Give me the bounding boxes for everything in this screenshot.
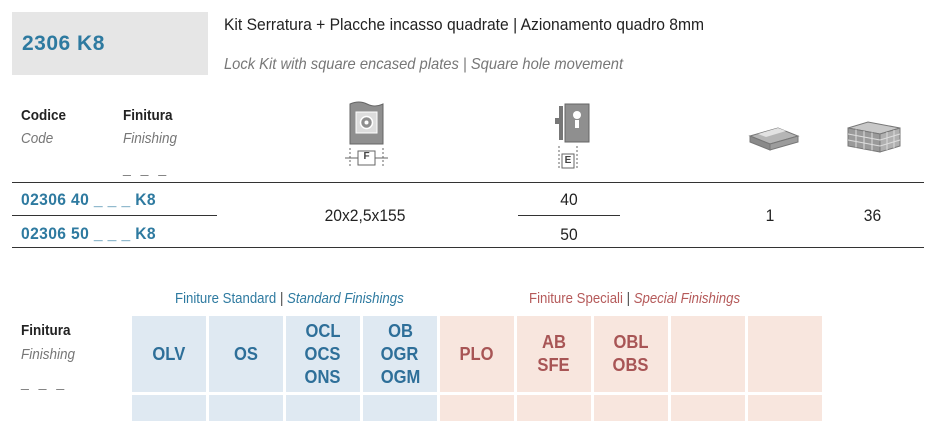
code-label: Codice bbox=[21, 107, 67, 124]
product-code: 2306 K8 bbox=[22, 31, 105, 55]
special-finish-swatch bbox=[748, 395, 822, 421]
row-code-1: 02306 40 _ _ _ K8 bbox=[21, 190, 156, 209]
standard-finish-cell: OB OGR OGM bbox=[363, 316, 437, 392]
single-pack-icon bbox=[748, 127, 800, 151]
finish-code: OCL bbox=[305, 320, 341, 341]
finish-label: Finitura bbox=[123, 107, 173, 124]
standard-title-it: Finiture Standard bbox=[175, 290, 277, 307]
standard-finish-cell: OS bbox=[209, 316, 283, 392]
e-value-2: 50 bbox=[560, 225, 578, 244]
finish-code: PLO bbox=[459, 343, 495, 364]
special-finish-cell: AB SFE bbox=[517, 316, 591, 392]
special-finish-cell bbox=[671, 316, 745, 392]
f-label: F bbox=[363, 151, 370, 162]
special-finish-swatch bbox=[517, 395, 591, 421]
box-value: 36 bbox=[863, 206, 882, 225]
standard-finish-swatch bbox=[286, 395, 360, 421]
finish-label-en: Finishing bbox=[123, 130, 178, 147]
special-finish-cell: OBL OBS bbox=[594, 316, 668, 392]
finishes-label-en: Finishing bbox=[21, 346, 76, 363]
finish-code: OS bbox=[234, 343, 258, 364]
standard-separator: | bbox=[279, 290, 284, 307]
standard-finish-cell: OCL OCS ONS bbox=[286, 316, 360, 392]
finish-placeholder: _ _ _ bbox=[123, 160, 170, 176]
special-separator: | bbox=[626, 290, 631, 307]
finish-code: OGR bbox=[381, 343, 419, 364]
finish-code: ONS bbox=[305, 366, 341, 387]
special-finish-swatch bbox=[671, 395, 745, 421]
finish-code: OGM bbox=[380, 366, 420, 387]
standard-finish-swatch bbox=[209, 395, 283, 421]
e-divider bbox=[518, 215, 620, 216]
finish-code: OLV bbox=[152, 343, 186, 364]
table-bottom-rule bbox=[12, 247, 924, 248]
code-label-en: Code bbox=[21, 130, 54, 147]
standard-title-en: Standard Finishings bbox=[287, 290, 404, 307]
special-finishes-title: Finiture Speciali | Special Finishings bbox=[529, 290, 740, 307]
special-finish-cell: PLO bbox=[440, 316, 514, 392]
special-finish-swatch bbox=[440, 395, 514, 421]
finishes-placeholder: _ _ _ bbox=[21, 374, 68, 390]
standard-finish-swatch bbox=[363, 395, 437, 421]
pack-value: 1 bbox=[765, 206, 775, 225]
f-value: 20x2,5x155 bbox=[324, 206, 406, 225]
standard-finishes-title: Finiture Standard | Standard Finishings bbox=[175, 290, 404, 307]
finish-code: OB bbox=[387, 320, 413, 341]
row-code-2: 02306 50 _ _ _ K8 bbox=[21, 224, 156, 243]
finish-code: AB bbox=[542, 332, 566, 352]
finish-code: SFE bbox=[537, 355, 571, 375]
finishes-label: Finitura bbox=[21, 322, 71, 339]
title-italian: Kit Serratura + Placche incasso quadrate… bbox=[224, 15, 705, 34]
plate-dimension-icon bbox=[345, 101, 388, 166]
e-value-1: 40 bbox=[560, 190, 578, 209]
special-title-en: Special Finishings bbox=[633, 290, 741, 307]
finish-code: OBL bbox=[613, 332, 649, 352]
standard-finish-swatch bbox=[132, 395, 206, 421]
product-code-box: 2306 K8 bbox=[12, 12, 208, 75]
finish-code: OBS bbox=[613, 355, 649, 375]
e-label: E bbox=[564, 155, 572, 166]
box-pack-icon bbox=[847, 121, 901, 153]
backset-icon bbox=[555, 103, 590, 170]
special-finish-swatch bbox=[594, 395, 668, 421]
special-title-it: Finiture Speciali bbox=[529, 290, 623, 307]
standard-finish-cell: OLV bbox=[132, 316, 206, 392]
table-top-rule bbox=[12, 182, 924, 183]
special-finish-cell bbox=[748, 316, 822, 392]
title-english: Lock Kit with square encased plates | Sq… bbox=[224, 56, 624, 73]
row-divider bbox=[12, 215, 217, 216]
finish-code: OCS bbox=[305, 343, 341, 364]
